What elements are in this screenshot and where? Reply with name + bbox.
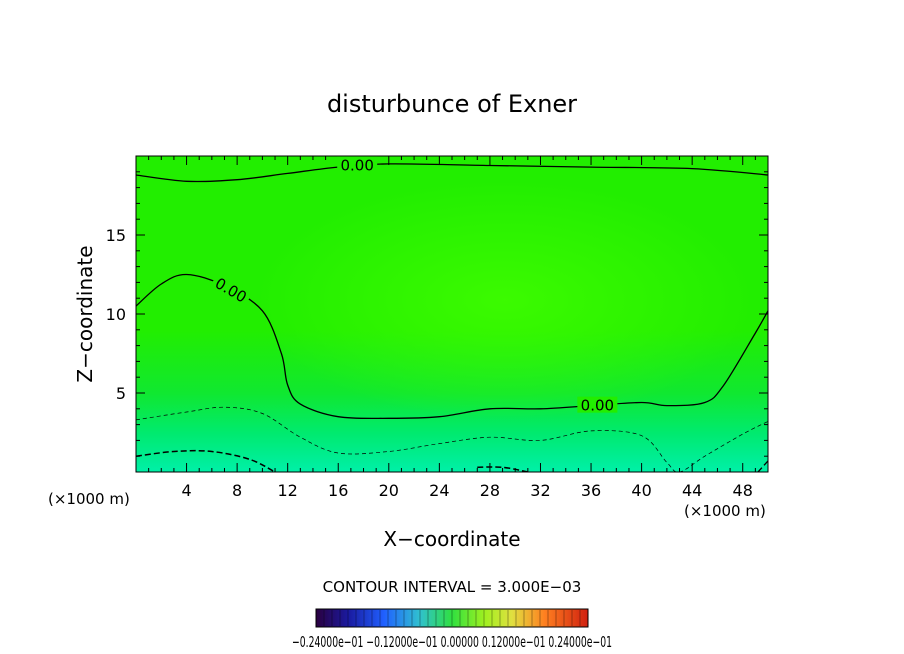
x-tick-label: 28 (480, 481, 500, 500)
contour-label-bg (577, 396, 618, 413)
x-axis-label: X−coordinate (383, 527, 520, 551)
contour-label: 0.00 (581, 397, 614, 415)
contour-negative-3 (477, 466, 528, 472)
x-tick-label: 12 (278, 481, 298, 500)
y-tick-label: 5 (116, 384, 126, 403)
x-tick-label: 40 (631, 481, 651, 500)
contour-interval-text: CONTOUR INTERVAL = 3.000E−03 (323, 578, 582, 596)
colorbar-stripes (323, 610, 581, 626)
plot-area (136, 156, 768, 472)
contour-negative-1 (136, 406, 768, 472)
x-tick-label: 32 (530, 481, 550, 500)
x-tick-label: 20 (379, 481, 399, 500)
x-tick-label: 8 (232, 481, 242, 500)
contour-label-bg (337, 156, 378, 173)
x-tick-label: 24 (429, 481, 449, 500)
y-tick-label: 10 (106, 305, 126, 324)
field-core-highlight (255, 180, 755, 420)
axis-ticks (136, 156, 768, 472)
x-tick-label: 48 (733, 481, 753, 500)
x-tick-label: 36 (581, 481, 601, 500)
colorbar-tick-labels: −0.24000e−01 −0.12000e−01 0.00000 0.1200… (292, 633, 612, 651)
y-tick-label: 15 (106, 226, 126, 245)
contour-label-bg (209, 272, 253, 307)
x-tick-label: 44 (682, 481, 702, 500)
x-tick-label: 4 (181, 481, 191, 500)
chart-title: disturbunce of Exner (327, 90, 577, 118)
contour-negative-2 (136, 449, 276, 472)
x-unit-right-label: (×1000 m) (684, 502, 766, 520)
x-unit-left-label: (×1000 m) (48, 490, 130, 508)
y-axis-label: Z−coordinate (73, 245, 97, 382)
contour-label: 0.00 (340, 156, 373, 174)
x-tick-label: 16 (328, 481, 348, 500)
contour-negative-4 (757, 460, 768, 472)
